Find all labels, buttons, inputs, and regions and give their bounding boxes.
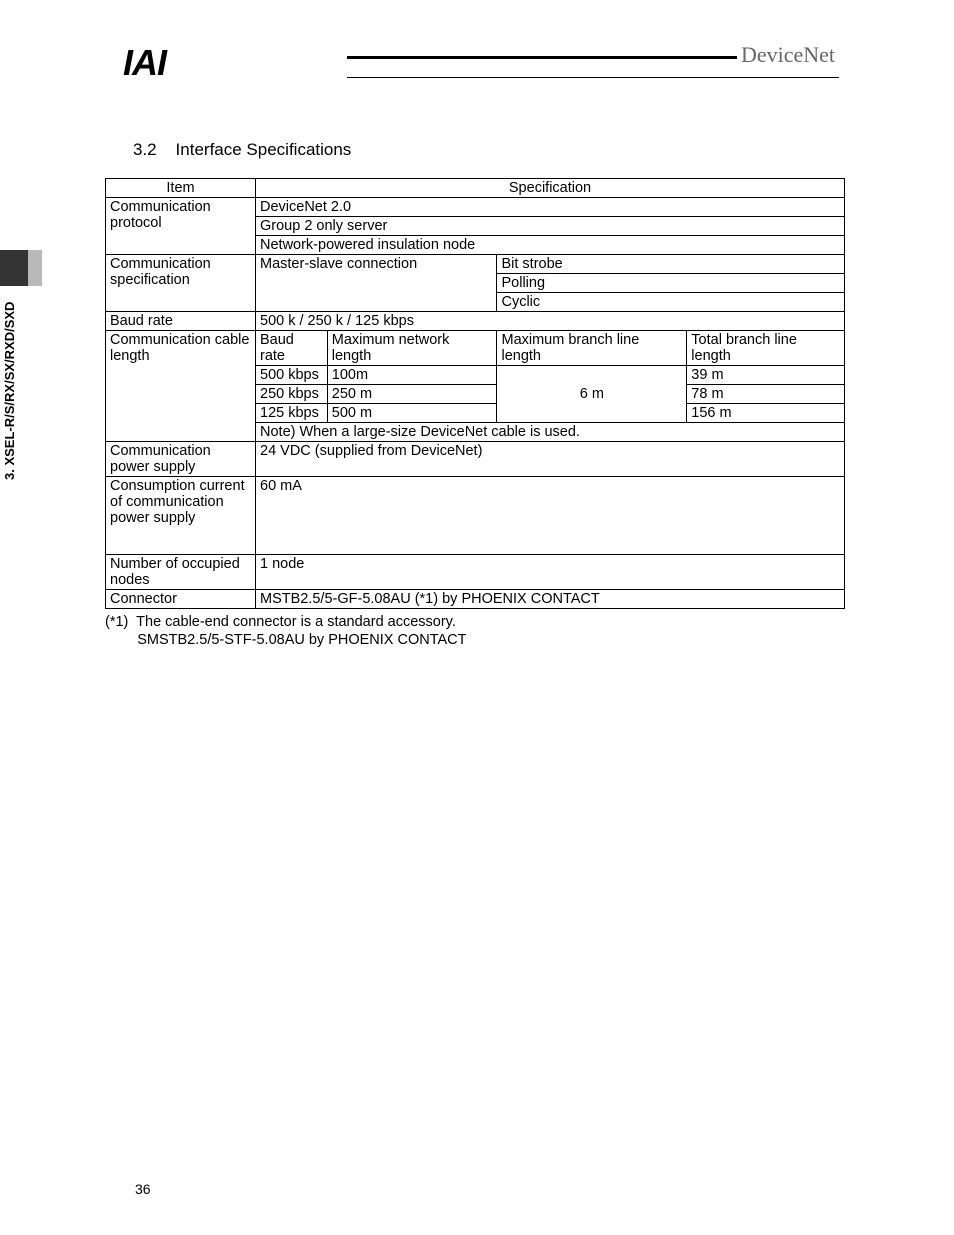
cell-baud-value: 500 k / 250 k / 125 kbps <box>256 312 845 331</box>
cell-consumption-value: 60 mA <box>256 477 845 555</box>
footnote-line1: The cable-end connector is a standard ac… <box>136 614 456 630</box>
cell-cable-r3c4: 156 m <box>687 404 845 423</box>
cell-consumption-label: Consumption current of communication pow… <box>106 477 256 555</box>
th-item: Item <box>106 179 256 198</box>
footnote-mark: (*1) <box>105 614 128 630</box>
cell-comm-protocol-label: Communication protocol <box>106 198 256 255</box>
footnote-line2: SMSTB2.5/5-STF-5.08AU by PHOENIX CONTACT <box>137 632 466 648</box>
cell-connector-label: Connector <box>106 590 256 609</box>
cell-comm-spec-r2: Polling <box>497 274 845 293</box>
cell-power-label: Communication power supply <box>106 442 256 477</box>
footnote: (*1) The cable-end connector is a standa… <box>105 613 845 649</box>
section-number: 3.2 <box>133 140 157 159</box>
content-area: 3.2 Interface Specifications Item Specif… <box>105 130 845 649</box>
cell-power-value: 24 VDC (supplied from DeviceNet) <box>256 442 845 477</box>
cell-baud-label: Baud rate <box>106 312 256 331</box>
side-tab-label: 3. XSEL-R/S/RX/SX/RXD/SXD <box>2 302 17 480</box>
specifications-table: Item Specification Communication protoco… <box>105 178 845 609</box>
cell-cable-h1: Baud rate <box>256 331 328 366</box>
th-spec: Specification <box>256 179 845 198</box>
cell-cable-h4: Total branch line length <box>687 331 845 366</box>
page-header: IAI DeviceNet <box>115 48 839 90</box>
cell-nodes-value: 1 node <box>256 555 845 590</box>
cell-cable-label: Communication cable length <box>106 331 256 442</box>
cell-cable-r1c2: 100m <box>327 366 497 385</box>
section-title: 3.2 Interface Specifications <box>133 140 845 160</box>
cell-cable-r3c1: 125 kbps <box>256 404 328 423</box>
cell-cable-branch: 6 m <box>497 366 687 423</box>
side-tab: 3. XSEL-R/S/RX/SX/RXD/SXD <box>0 250 40 510</box>
cell-connector-value: MSTB2.5/5-GF-5.08AU (*1) by PHOENIX CONT… <box>256 590 845 609</box>
cell-comm-spec-label: Communication specification <box>106 255 256 312</box>
cell-comm-spec-left: Master-slave connection <box>256 255 497 312</box>
cell-comm-spec-r1: Bit strobe <box>497 255 845 274</box>
header-doc-title: DeviceNet <box>737 42 839 68</box>
cell-cable-r1c4: 39 m <box>687 366 845 385</box>
cell-cable-r1c1: 500 kbps <box>256 366 328 385</box>
page-number: 36 <box>135 1181 151 1197</box>
cell-cable-note: Note) When a large-size DeviceNet cable … <box>256 423 845 442</box>
cell-cable-r3c2: 500 m <box>327 404 497 423</box>
cell-cable-h3: Maximum branch line length <box>497 331 687 366</box>
cell-cable-r2c4: 78 m <box>687 385 845 404</box>
cell-comm-protocol-v2: Group 2 only server <box>256 217 845 236</box>
cell-cable-h2: Maximum network length <box>327 331 497 366</box>
cell-comm-protocol-v3: Network-powered insulation node <box>256 236 845 255</box>
cell-cable-r2c2: 250 m <box>327 385 497 404</box>
section-title-text: Interface Specifications <box>176 140 352 159</box>
cell-comm-protocol-v1: DeviceNet 2.0 <box>256 198 845 217</box>
cell-nodes-label: Number of occupied nodes <box>106 555 256 590</box>
logo-text: IAI <box>123 42 166 84</box>
cell-cable-r2c1: 250 kbps <box>256 385 328 404</box>
cell-comm-spec-r3: Cyclic <box>497 293 845 312</box>
